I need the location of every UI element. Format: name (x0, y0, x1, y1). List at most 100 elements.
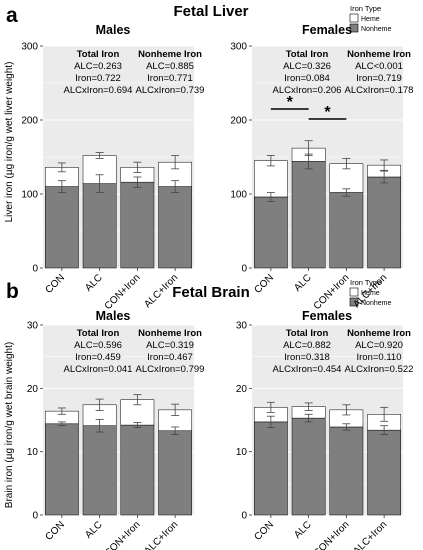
y-tick-label: 0 (241, 511, 247, 522)
stats-line: ALCxIron=0.454 (273, 364, 342, 375)
stats-line: Iron=0.459 (75, 352, 121, 363)
bar-nonheme (367, 429, 401, 516)
x-tick-label: CON+Iron (312, 272, 352, 312)
y-tick-label: 20 (236, 384, 248, 395)
chart-brain-males: Males 0 10 20 30 Total IronALC=0.596Iron=0.45… (27, 309, 205, 550)
significance-star: * (324, 104, 331, 121)
y-tick-label: 0 (32, 264, 38, 275)
stats-line: ALC=0.326 (283, 61, 331, 72)
stats-line: Iron=0.467 (147, 352, 193, 363)
stats-line: ALCxIron=0.694 (64, 85, 133, 96)
y-tick-label: 10 (27, 447, 39, 458)
y-tick-label: 20 (27, 384, 39, 395)
stats-title: Total Iron (77, 328, 120, 339)
chart-subtitle: Females (302, 309, 352, 323)
legend-label-nonheme: Nonheme (361, 26, 391, 33)
legend-title: Iron Type (350, 4, 381, 13)
stats-line: ALC=0.319 (146, 340, 194, 351)
bar-nonheme (120, 424, 155, 516)
y-axis-label-liver: Liver iron (µg iron/g wet liver weight) (4, 62, 15, 223)
bar-nonheme (367, 176, 401, 269)
stats-line: ALCxIron=0.206 (273, 85, 342, 96)
x-tick-label: ALC (83, 272, 105, 294)
y-tick-label: 30 (27, 321, 39, 332)
x-tick-label: ALC+Iron (351, 519, 389, 550)
bar-nonheme (82, 425, 117, 516)
y-tick-label: 300 (21, 42, 38, 53)
x-tick-label: CON+Iron (103, 272, 143, 312)
panel-title-liver: Fetal Liver (173, 3, 248, 20)
x-tick-label: ALC (292, 519, 314, 541)
bar-nonheme (254, 421, 288, 516)
bar-nonheme (291, 161, 326, 269)
legend-swatch-heme (349, 287, 359, 297)
legend-label-heme: Heme (361, 16, 380, 23)
y-tick-label: 10 (236, 447, 248, 458)
legend-brain: Iron Type Heme Nonheme (349, 278, 391, 307)
y-tick-label: 0 (241, 264, 247, 275)
bar-nonheme (329, 426, 364, 516)
stats-line: Iron=0.084 (284, 73, 330, 84)
x-tick-label: ALC (83, 519, 105, 541)
stats-title: Nonheme Iron (347, 49, 411, 60)
x-tick-label: CON (252, 272, 276, 296)
y-tick-label: 200 (230, 116, 247, 127)
stats-line: ALCxIron=0.739 (136, 85, 205, 96)
legend-label-heme: Heme (361, 290, 380, 297)
stats-line: Iron=0.722 (75, 73, 121, 84)
legend-label-nonheme: Nonheme (361, 300, 391, 307)
x-tick-label: CON+Iron (103, 519, 143, 550)
stats-line: Iron=0.719 (356, 73, 402, 84)
stats-line: ALC=0.885 (146, 61, 194, 72)
chart-subtitle: Females (302, 23, 352, 37)
y-tick-label: 100 (21, 190, 38, 201)
bar-nonheme (45, 186, 79, 269)
x-tick-label: CON (252, 519, 276, 543)
y-tick-label: 0 (32, 511, 38, 522)
stats-line: ALC=0.596 (74, 340, 122, 351)
panel-title-brain: Fetal Brain (172, 284, 250, 301)
stats-line: ALC=0.920 (355, 340, 403, 351)
significance-star: * (287, 94, 294, 111)
bar-nonheme (158, 430, 192, 516)
legend-swatch-heme (349, 13, 359, 23)
x-tick-label: CON+Iron (312, 519, 352, 550)
y-tick-label: 200 (21, 116, 38, 127)
x-tick-label: CON (43, 519, 67, 543)
stats-line: ALCxIron=0.522 (345, 364, 414, 375)
stats-title: Nonheme Iron (347, 328, 411, 339)
x-tick-label: CON (43, 272, 67, 296)
stats-title: Total Iron (286, 328, 329, 339)
x-tick-label: ALC+Iron (142, 519, 180, 550)
stats-line: ALC=0.263 (74, 61, 122, 72)
bar-nonheme (45, 423, 79, 516)
bar-nonheme (291, 417, 326, 516)
stats-line: Iron=0.318 (284, 352, 330, 363)
stats-line: ALCxIron=0.041 (64, 364, 133, 375)
x-tick-label: ALC (292, 272, 314, 294)
stats-line: ALCxIron=0.178 (345, 85, 414, 96)
bar-nonheme (120, 181, 155, 269)
chart-subtitle: Males (96, 309, 131, 323)
stats-line: Iron=0.771 (147, 73, 193, 84)
y-axis-label-brain: Brain iron (µg iron/g wet brain weight) (4, 342, 15, 508)
bar-nonheme (82, 183, 117, 269)
legend-title: Iron Type (350, 278, 381, 287)
stats-line: Iron=0.110 (357, 352, 402, 363)
stats-title: Total Iron (77, 49, 120, 60)
y-tick-label: 30 (236, 321, 248, 332)
stats-title: Total Iron (286, 49, 329, 60)
legend-swatch-nonheme (349, 297, 359, 307)
bar-nonheme (329, 192, 364, 269)
panel-letter-a: a (6, 4, 18, 27)
stats-line: ALC=0.882 (283, 340, 331, 351)
panel-letter-b: b (6, 280, 19, 303)
stats-title: Nonheme Iron (138, 328, 202, 339)
stats-line: ALCxIron=0.799 (136, 364, 205, 375)
bar-nonheme (158, 186, 192, 269)
bar-nonheme (254, 196, 288, 269)
